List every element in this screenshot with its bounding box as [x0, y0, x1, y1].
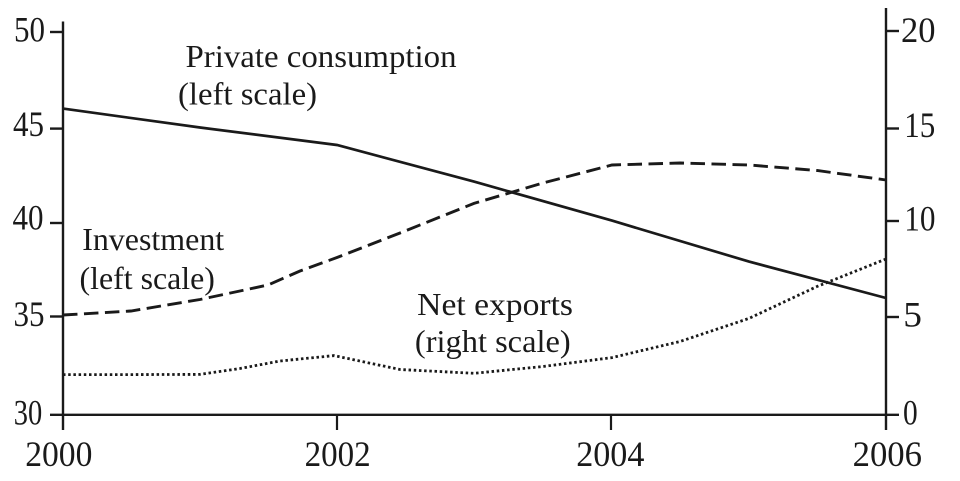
svg-text:(left scale): (left scale) [80, 260, 215, 296]
svg-text:2002: 2002 [305, 434, 371, 474]
svg-text:40: 40 [13, 198, 44, 238]
svg-text:10: 10 [904, 199, 935, 239]
svg-text:30: 30 [14, 393, 43, 433]
svg-text:(left scale): (left scale) [178, 75, 317, 111]
svg-text:35: 35 [14, 294, 45, 334]
svg-text:(right scale): (right scale) [415, 323, 571, 359]
svg-text:Investment: Investment [82, 221, 224, 257]
svg-text:Private consumption: Private consumption [186, 38, 457, 74]
svg-text:15: 15 [904, 105, 935, 145]
svg-text:5: 5 [903, 294, 922, 334]
svg-text:2004: 2004 [576, 434, 644, 474]
svg-text:20: 20 [901, 10, 936, 50]
svg-text:0: 0 [903, 393, 918, 433]
svg-text:45: 45 [13, 104, 44, 144]
svg-text:2000: 2000 [25, 434, 92, 474]
svg-text:Net exports: Net exports [417, 286, 573, 322]
svg-text:50: 50 [14, 10, 45, 50]
svg-text:2006: 2006 [853, 434, 922, 474]
